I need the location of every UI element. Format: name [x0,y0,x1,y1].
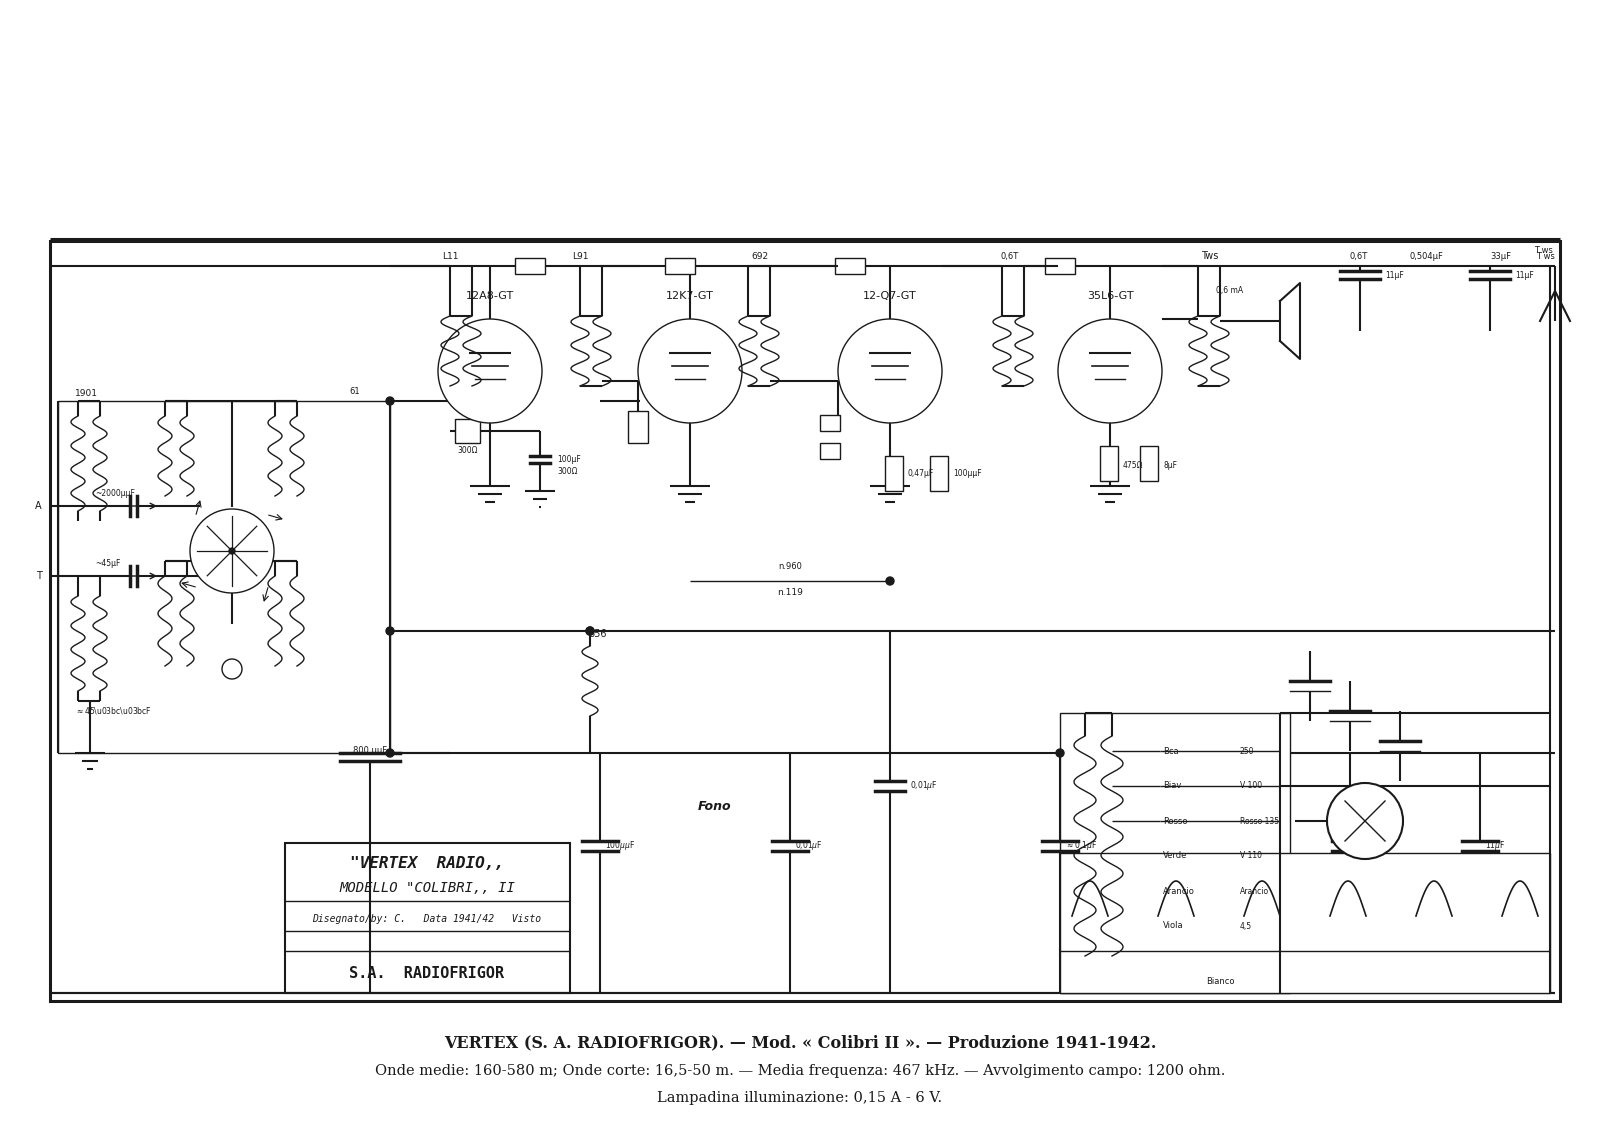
Text: Rosso: Rosso [1163,817,1187,826]
Bar [285,843,570,993]
Bar [50,241,1560,1001]
Circle shape [586,627,594,634]
Bar [58,402,390,753]
Text: 656: 656 [589,629,608,639]
Text: V 110: V 110 [1240,852,1262,861]
Text: 0,6T: 0,6T [1350,252,1368,261]
Circle shape [229,549,235,554]
Text: 0,01$\mu$F: 0,01$\mu$F [795,839,822,853]
Text: 61: 61 [350,387,360,396]
Text: 11μF: 11μF [1515,270,1534,279]
Bar [1059,853,1550,993]
Circle shape [1058,319,1162,423]
Text: 0,6T: 0,6T [1002,252,1019,261]
Text: $\approx$0,1$\mu$F: $\approx$0,1$\mu$F [1066,839,1098,853]
Text: 12K7-GT: 12K7-GT [666,291,714,301]
Text: A: A [35,501,42,511]
Text: 11μF: 11μF [1386,270,1403,279]
Circle shape [886,577,894,585]
Text: Disegnato/by: C.   Data 1941/42   Visto: Disegnato/by: C. Data 1941/42 Visto [312,914,541,924]
Text: Biav: Biav [1163,782,1181,791]
Text: 0,6 mA: 0,6 mA [1216,286,1243,295]
Bar [1059,713,1290,993]
Circle shape [438,319,542,423]
Text: 4,5: 4,5 [1240,922,1253,931]
Bar [666,258,694,274]
Circle shape [190,509,274,593]
Text: Lampadina illuminazione: 0,15 A - 6 V.: Lampadina illuminazione: 0,15 A - 6 V. [658,1091,942,1105]
Text: Bianco: Bianco [1206,977,1234,986]
Bar [1045,258,1075,274]
Text: $\approx$45\u03bc\u03bcF: $\approx$45\u03bc\u03bcF [75,706,152,717]
Text: 250: 250 [1240,746,1254,756]
Bar [454,418,480,443]
Circle shape [386,397,394,405]
Text: 692: 692 [752,252,768,261]
Bar [885,456,902,491]
Text: 33μF: 33μF [1490,252,1510,261]
Text: V 100: V 100 [1240,782,1262,791]
Text: L91: L91 [571,252,589,261]
Text: 8μF: 8μF [1163,461,1178,470]
Text: T: T [37,571,42,581]
Text: Viola: Viola [1163,922,1184,931]
Text: ~45μF: ~45μF [94,559,120,568]
Text: Arancio: Arancio [1240,887,1269,896]
Text: Verde: Verde [1163,852,1187,861]
Circle shape [1056,749,1064,757]
Bar [930,456,947,491]
Bar [819,443,840,459]
Text: n.960: n.960 [778,562,802,571]
Text: 11$\mu$F: 11$\mu$F [1485,839,1506,853]
Bar [515,258,546,274]
Circle shape [386,627,394,634]
Circle shape [222,659,242,679]
Bar [627,411,648,443]
Circle shape [1326,783,1403,860]
Text: n.119: n.119 [778,588,803,597]
Text: 0,47μF: 0,47μF [909,468,934,477]
Circle shape [838,319,942,423]
Bar [1139,446,1158,481]
Circle shape [586,627,594,634]
Circle shape [386,749,394,757]
Text: 100$\mu\mu$F: 100$\mu\mu$F [605,839,635,853]
Bar [1101,446,1118,481]
Text: 1901: 1901 [75,389,98,397]
Text: Rosso 135: Rosso 135 [1240,817,1278,826]
Text: 100μμF: 100μμF [954,468,982,477]
Text: VERTEX (S. A. RADIOFRIGOR). — Mod. « Colibri II ». — Produzione 1941-1942.: VERTEX (S. A. RADIOFRIGOR). — Mod. « Col… [443,1035,1157,1052]
Bar [819,415,840,431]
Text: 0,504μF: 0,504μF [1410,252,1443,261]
Text: "VERTEX  RADIO,,: "VERTEX RADIO,, [350,855,504,871]
Text: L11: L11 [442,252,458,261]
Text: ~2000μμF: ~2000μμF [94,489,134,498]
Text: 35L6-GT: 35L6-GT [1086,291,1133,301]
Text: Fono: Fono [698,800,731,812]
Text: Tws: Tws [1202,251,1219,261]
Text: T ws: T ws [1534,247,1554,254]
Text: S.A.  RADIOFRIGOR: S.A. RADIOFRIGOR [349,966,504,981]
Text: MODELLO "COLIBRI,, II: MODELLO "COLIBRI,, II [339,881,515,895]
Circle shape [638,319,742,423]
Text: Arancio: Arancio [1163,887,1195,896]
Bar [835,258,866,274]
Text: 12-Q7-GT: 12-Q7-GT [862,291,917,301]
Text: T ws: T ws [1536,252,1555,261]
Text: Bca: Bca [1163,746,1179,756]
Text: 12A8-GT: 12A8-GT [466,291,514,301]
Text: 11$\mu$F: 11$\mu$F [1355,839,1376,853]
Text: 800 μμF: 800 μμF [354,746,387,756]
Text: 475Ω: 475Ω [1123,461,1144,470]
Text: 300Ω: 300Ω [458,446,478,455]
Text: 100μF: 100μF [557,455,581,464]
Text: 300Ω: 300Ω [557,466,578,475]
Text: 0,01$\mu$F: 0,01$\mu$F [910,779,938,793]
Text: Onde medie: 160-580 m; Onde corte: 16,5-50 m. — Media frequenza: 467 kHz. — Avvo: Onde medie: 160-580 m; Onde corte: 16,5-… [374,1064,1226,1078]
